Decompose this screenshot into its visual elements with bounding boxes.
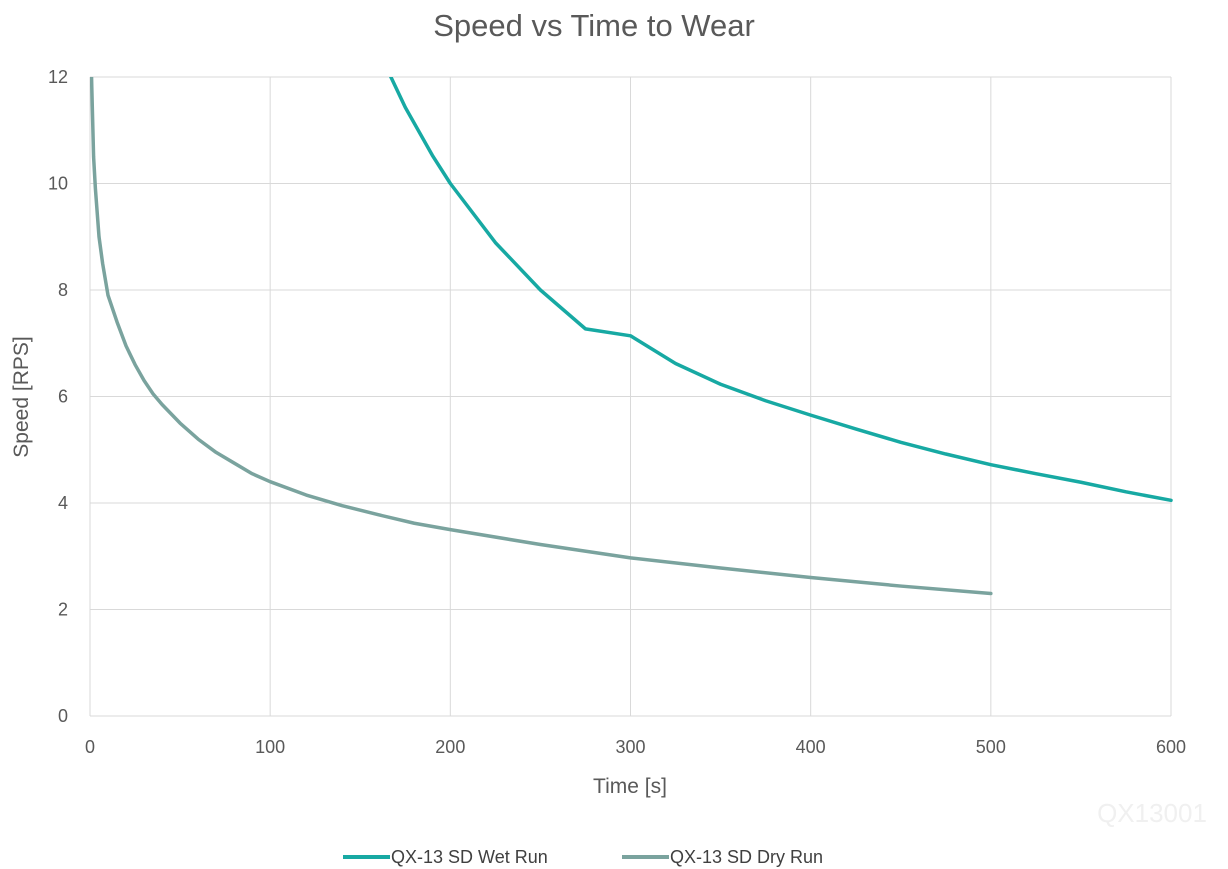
legend-label-2: QX-13 SD Dry Run <box>670 847 823 867</box>
y-tick-label-10: 10 <box>48 174 68 194</box>
y-tick-label-2: 2 <box>58 600 68 620</box>
x-axis-label: Time [s] <box>593 775 667 798</box>
x-tick-label-300: 300 <box>615 737 645 757</box>
gridlines <box>89 76 1172 717</box>
x-tick-label-600: 600 <box>1156 737 1186 757</box>
x-tick-label-200: 200 <box>435 737 465 757</box>
legend-label-1: QX-13 SD Wet Run <box>391 847 548 867</box>
series-layer <box>90 77 1173 596</box>
y-tick-label-4: 4 <box>58 493 68 513</box>
x-tick-label-500: 500 <box>976 737 1006 757</box>
y-tick-label-8: 8 <box>58 280 68 300</box>
y-tick-label-0: 0 <box>58 706 68 726</box>
x-tick-label-0: 0 <box>85 737 95 757</box>
series-line-2 <box>90 77 993 596</box>
y-tick-label-12: 12 <box>48 67 68 87</box>
x-tick-label-400: 400 <box>796 737 826 757</box>
legend: QX-13 SD Wet Run QX-13 SD Dry Run <box>343 847 823 867</box>
series-line-1 <box>388 77 1173 503</box>
x-axis-ticks: 0 100 200 300 400 500 600 <box>85 737 1186 757</box>
watermark: QX13001 <box>1097 798 1207 828</box>
y-axis-label: Speed [RPS] <box>10 336 33 457</box>
y-tick-label-6: 6 <box>58 387 68 407</box>
chart-title: Speed vs Time to Wear <box>433 8 755 43</box>
y-axis-ticks: 0 2 4 6 8 10 12 <box>48 67 68 726</box>
x-tick-label-100: 100 <box>255 737 285 757</box>
